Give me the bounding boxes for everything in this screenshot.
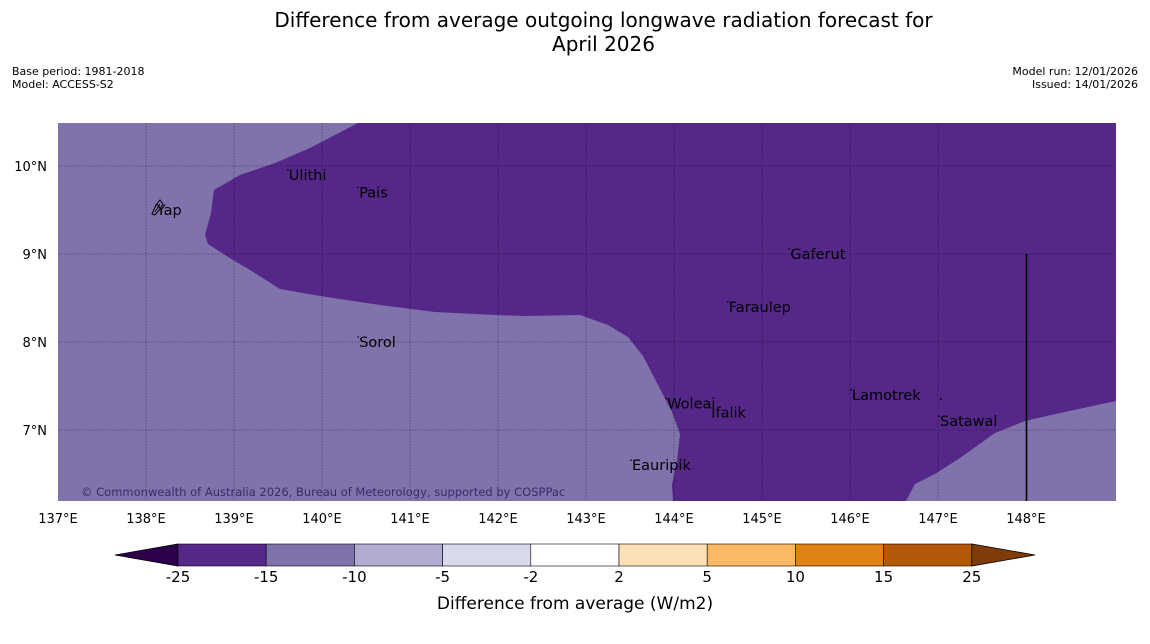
place-label: Ifalik	[711, 405, 746, 421]
lon-tick-label: 143°E	[566, 512, 606, 527]
place-label: Woleai	[667, 397, 715, 413]
colorbar-tick-label: -25	[165, 568, 191, 586]
place-label: Sorol	[359, 335, 396, 351]
place-marker	[788, 248, 791, 250]
place-label: Pais	[359, 185, 388, 201]
lat-tick-label: 9°N	[23, 248, 48, 263]
lon-tick-label: 148°E	[1006, 512, 1046, 527]
colorbar-segment	[795, 543, 884, 567]
colorbar-segment	[530, 543, 620, 567]
island-dot	[940, 398, 942, 400]
place-label: Lamotrek	[852, 388, 921, 404]
colorbar-segment	[354, 543, 443, 567]
lon-tick-label: 142°E	[478, 512, 518, 527]
colorbar-segment	[883, 543, 973, 567]
yap-island-detail	[154, 203, 161, 213]
chart-title: Difference from average outgoing longwav…	[0, 8, 1150, 56]
lat-tick-label: 7°N	[23, 424, 48, 439]
colorbar-segment	[442, 543, 532, 567]
lon-tick-label: 145°E	[742, 512, 782, 527]
meta-right: Model run: 12/01/2026 Issued: 14/01/2026	[1012, 65, 1138, 91]
issued-date: Issued: 14/01/2026	[1031, 78, 1138, 91]
colorbar-segment	[265, 543, 355, 567]
place-label: Eauripik	[632, 458, 691, 474]
colorbar-segment	[618, 543, 708, 567]
lon-tick-label: 138°E	[126, 512, 166, 527]
colorbar-segment	[177, 543, 267, 567]
colorbar-tick-label: 10	[785, 568, 805, 586]
colorbar-tick-label: 15	[874, 568, 894, 586]
lon-tick-label: 140°E	[302, 512, 342, 527]
colorbar-title: Difference from average (W/m2)	[436, 594, 714, 614]
place-label: Satawal	[940, 414, 997, 430]
place-marker	[850, 389, 852, 391]
lon-tick-label: 137°E	[38, 512, 78, 527]
title-line-1: Difference from average outgoing longwav…	[274, 8, 933, 32]
place-label: Gaferut	[790, 247, 845, 263]
place-marker	[665, 397, 667, 400]
colorbar-segment	[706, 543, 796, 567]
lon-tick-label: 144°E	[654, 512, 694, 527]
place-marker	[938, 415, 940, 418]
colorbar-tick-label: 25	[962, 568, 982, 586]
meta-left: Base period: 1981-2018 Model: ACCESS-S2	[12, 65, 144, 91]
colorbar-tick-label: -2	[523, 568, 539, 586]
place-label: Yap	[156, 203, 182, 219]
lon-tick-label: 139°E	[214, 512, 254, 527]
copyright-notice: © Commonwealth of Australia 2026, Bureau…	[81, 485, 565, 499]
place-marker	[155, 204, 157, 206]
place-marker	[287, 169, 289, 171]
place-marker	[357, 336, 360, 338]
anomaly-region-dark	[205, 123, 1116, 501]
lat-tick-label: 8°N	[23, 336, 48, 351]
place-label: Faraulep	[729, 300, 791, 316]
colorbar-tick-label: -15	[253, 568, 279, 586]
colorbar-under-triangle	[114, 543, 179, 567]
title-line-2: April 2026	[552, 32, 655, 56]
model-run: Model run: 12/01/2026	[1012, 65, 1138, 78]
model-name: Model: ACCESS-S2	[12, 78, 114, 91]
place-marker	[727, 301, 729, 303]
lon-tick-label: 141°E	[390, 512, 430, 527]
lat-tick-label: 10°N	[14, 160, 47, 175]
place-label: Ulithi	[289, 168, 327, 184]
place-marker	[630, 459, 632, 462]
graticule	[58, 123, 1116, 501]
colorbar	[114, 543, 1036, 567]
place-marker	[357, 186, 360, 189]
colorbar-tick-label: -5	[435, 568, 451, 586]
lon-tick-label: 146°E	[830, 512, 870, 527]
base-period: Base period: 1981-2018	[12, 65, 145, 78]
colorbar-tick-label: -10	[342, 568, 367, 586]
place-marker	[709, 406, 711, 409]
lon-tick-label: 147°E	[918, 512, 958, 527]
colorbar-tick-label: 2	[614, 568, 624, 586]
colorbar-over-triangle	[971, 543, 1036, 567]
colorbar-tick-label: 5	[702, 568, 712, 586]
